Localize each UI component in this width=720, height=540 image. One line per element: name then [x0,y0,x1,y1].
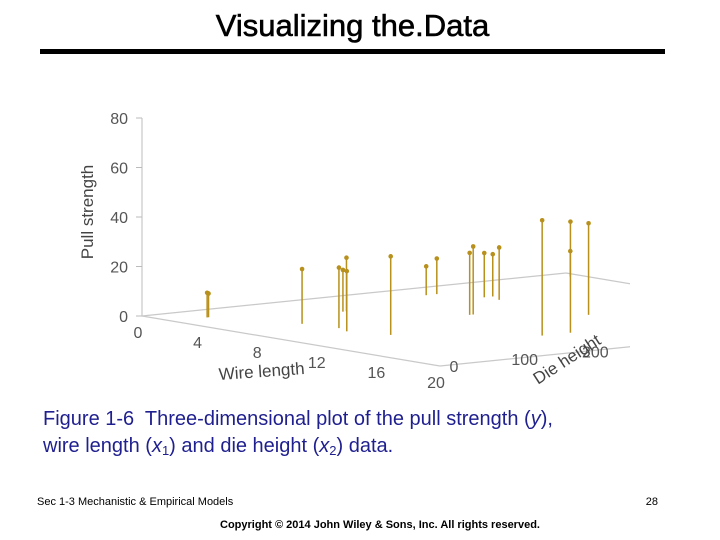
caption-text-4: ) and die height ( [169,435,320,457]
y-tick-label: 100 [511,352,538,369]
z-tick-label: 60 [110,161,128,178]
pull-strength-3d-plot: 0204060800481216200100200300400500600 Pu… [78,111,630,392]
x-tick-label: 4 [193,335,202,352]
figure-caption: Figure 1-6 Three-dimensional plot of the… [43,406,693,460]
footer-section-label: Sec 1-3 Mechanistic & Empirical Models [37,496,234,508]
back-floor-edge [141,272,567,317]
data-point [299,266,305,272]
z-axis-label: Pull strength [78,165,97,260]
tick-labels: 0204060800481216200100200300400500600 [110,111,609,392]
z-tick-label: 40 [110,210,128,227]
data-point [490,251,496,257]
copyright-notice: Copyright © 2014 John Wiley & Sons, Inc.… [220,519,540,531]
x-tick-label: 16 [368,365,386,382]
data-point [423,264,429,269]
title-rule [40,49,665,54]
x-tick-label: 20 [427,375,445,392]
x-axis-line [141,315,441,367]
y-tick-label: 200 [582,345,609,362]
figure-label: Figure 1-6 [43,408,135,430]
x-axis-label: Wire length [218,359,305,384]
x-tick-label: 8 [253,345,262,362]
data-point [586,220,591,226]
z-tick-label: 80 [110,111,128,128]
data-point [496,245,502,250]
far-floor-edge [565,272,630,285]
stems [204,217,591,336]
caption-text-2: ), [540,408,553,430]
caption-text-3: wire length ( [43,435,152,457]
data-point [434,256,440,261]
x-tick-label: 12 [308,355,326,372]
data-point [467,250,472,256]
caption-x2-subscript: 2 [329,443,337,458]
data-point [340,267,346,273]
y-axis-line [439,346,630,367]
x-tick-label: 0 [134,325,143,342]
caption-text-1: Three-dimensional plot of the pull stren… [144,408,531,430]
data-point [204,290,210,296]
data-point [344,255,349,261]
slide-title: Visualizing the.Data [215,8,490,44]
data-point [539,217,545,223]
plot-frame [136,117,630,367]
caption-text-5: ) data. [336,435,394,457]
z-tick-label: 0 [119,309,128,326]
data-point [388,254,394,259]
data-point [344,268,350,274]
caption-y-symbol: y [530,408,541,430]
data-point [470,244,476,249]
data-point [568,219,573,224]
caption-x2-symbol: x [319,435,330,457]
y-tick-label: 0 [450,359,459,376]
caption-x1-subscript: 1 [161,443,170,458]
page-number: 28 [645,496,658,508]
data-point [336,265,342,270]
data-point [481,250,487,256]
z-tick-label: 20 [110,260,128,277]
caption-x1-symbol: x [151,435,162,457]
